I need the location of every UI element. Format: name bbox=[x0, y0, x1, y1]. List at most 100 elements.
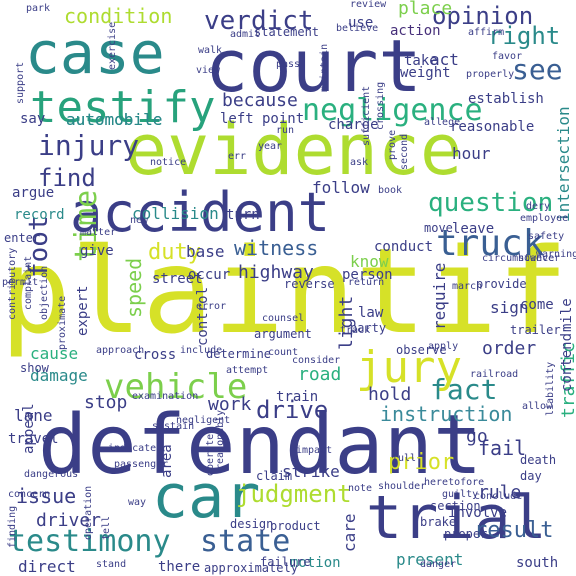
word-find: find bbox=[38, 164, 96, 192]
word-exercise: exercise bbox=[107, 21, 118, 70]
word-expert: expert bbox=[75, 285, 91, 336]
word-dery: dery bbox=[526, 201, 551, 212]
word-damage: damage bbox=[30, 366, 88, 385]
word-impact: impact bbox=[296, 445, 333, 456]
word-question: question bbox=[428, 188, 554, 218]
word-book: book bbox=[378, 185, 403, 196]
word-automobile: automobile bbox=[66, 110, 163, 129]
word-shoulder: shoulder bbox=[378, 481, 427, 492]
word-guilty: guilty bbox=[442, 489, 479, 500]
word-testimony: testimony bbox=[8, 524, 171, 559]
word-reverse: reverse bbox=[284, 277, 335, 291]
word-park: park bbox=[26, 3, 51, 14]
word-approximately: approximately bbox=[204, 561, 298, 575]
word-point: point bbox=[262, 111, 305, 127]
word-action: action bbox=[390, 23, 441, 39]
word-testify: testify bbox=[30, 82, 216, 133]
word-railroad: railroad bbox=[470, 369, 519, 380]
word-charge: charge bbox=[328, 117, 379, 133]
word-injury: injury bbox=[38, 129, 140, 162]
word-care: care bbox=[340, 513, 359, 552]
word-law: law bbox=[358, 305, 384, 321]
word-person: person bbox=[342, 267, 393, 283]
word-death: death bbox=[520, 453, 557, 467]
word-duty: duty bbox=[148, 240, 201, 265]
word-liability: liability bbox=[545, 361, 556, 416]
word-stop: stop bbox=[84, 392, 128, 413]
word-present: present bbox=[396, 550, 464, 569]
word-new: new bbox=[130, 215, 149, 226]
word-lane: lane bbox=[14, 406, 53, 425]
word-evidence: evidence bbox=[125, 109, 463, 191]
word-require: require bbox=[430, 262, 449, 330]
word-opinion: opinion bbox=[432, 2, 534, 30]
word-view: view bbox=[196, 65, 221, 76]
word-witness: witness bbox=[234, 236, 319, 260]
word-fail: fail bbox=[478, 436, 527, 460]
word-enter: enter bbox=[4, 231, 41, 245]
word-weight: weight bbox=[400, 65, 451, 81]
word-return: return bbox=[348, 277, 385, 288]
word-road: road bbox=[298, 364, 342, 385]
word-allow: allow bbox=[522, 401, 553, 412]
word-observe: observe bbox=[396, 343, 447, 357]
word-appeal: appeal bbox=[21, 403, 37, 454]
word-give: give bbox=[80, 243, 114, 259]
word-condition: condition bbox=[64, 4, 173, 28]
word-trial: trial bbox=[366, 483, 547, 553]
word-tell: tell bbox=[101, 515, 112, 540]
word-review: review bbox=[350, 0, 387, 10]
word-conclude: conclude bbox=[474, 491, 523, 502]
word-contributory: contributory bbox=[7, 247, 18, 320]
word-motion: motion bbox=[290, 555, 341, 571]
word-cause: cause bbox=[30, 344, 79, 363]
word-approach: approach bbox=[96, 345, 145, 356]
word-statement: statement bbox=[254, 25, 320, 39]
word-track: track bbox=[340, 325, 371, 336]
word-see: see bbox=[512, 53, 563, 86]
word-include: include bbox=[180, 345, 223, 356]
word-show: show bbox=[20, 361, 49, 375]
word-note: note bbox=[348, 483, 373, 494]
word-day: day bbox=[520, 469, 542, 483]
word-proper: proper bbox=[444, 527, 488, 541]
word-hour: hour bbox=[452, 144, 491, 163]
word-believe: believe bbox=[336, 23, 379, 34]
word-finding: finding bbox=[7, 505, 18, 548]
word-direct: direct bbox=[18, 557, 76, 576]
word-negligence: negligence bbox=[302, 93, 483, 128]
word-attempt: attempt bbox=[226, 365, 269, 376]
word-say: say bbox=[20, 111, 46, 127]
word-follow: follow bbox=[312, 178, 370, 197]
word-stand: stand bbox=[96, 559, 127, 570]
word-defendant: defendant bbox=[38, 398, 483, 493]
word-danger: danger bbox=[420, 559, 457, 570]
word-highway: highway bbox=[238, 262, 314, 283]
word-accident: accident bbox=[70, 181, 331, 244]
word-jury: jury bbox=[356, 342, 462, 393]
word-determine: determine bbox=[206, 347, 272, 361]
word-counsel: counsel bbox=[262, 313, 305, 324]
word-heretofore: heretofore bbox=[424, 477, 485, 488]
word-however: however bbox=[518, 253, 561, 264]
word-claim: claim bbox=[256, 469, 293, 483]
word-indicate: indicate bbox=[108, 443, 157, 454]
word-safety: safety bbox=[528, 231, 565, 242]
word-employee: employee bbox=[520, 213, 569, 224]
word-proximate: proximate bbox=[57, 295, 68, 350]
word-consider: consider bbox=[292, 355, 341, 366]
word-control: control bbox=[195, 286, 211, 346]
word-reasonable: reasonable bbox=[450, 119, 535, 135]
word-section: section bbox=[430, 499, 481, 513]
word-occur: occur bbox=[188, 267, 231, 283]
word-there: there bbox=[158, 559, 201, 575]
word-permit: permit bbox=[2, 277, 39, 288]
word-complaint: complaint bbox=[23, 255, 34, 310]
word-automobile: automobile bbox=[66, 110, 163, 129]
word-sustain: sustain bbox=[152, 421, 195, 432]
word-verdict: verdict bbox=[204, 6, 314, 36]
word-party: party bbox=[350, 321, 387, 335]
word-plaintiff: plaintiff bbox=[0, 222, 576, 360]
word-passenger: passenger bbox=[114, 459, 169, 470]
word-order: order bbox=[482, 338, 537, 359]
